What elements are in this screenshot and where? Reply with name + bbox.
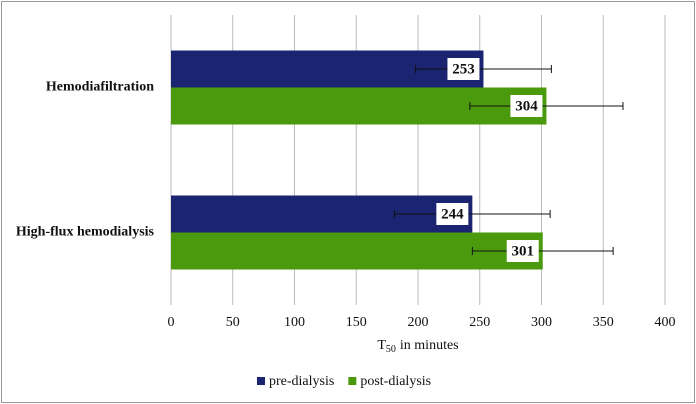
y-tick-label: Hemodiafiltration [46,80,154,95]
value-label-box [506,240,539,262]
y-tick-label: High-flux hemodialysis [16,225,155,240]
x-tick-label: 250 [469,315,490,330]
x-label-sub: 50 [386,344,396,355]
value-label-box [447,58,480,80]
x-tick-label: 100 [284,315,305,330]
x-label-main: T [377,338,386,353]
x-tick-label: 200 [408,315,429,330]
x-tick-label: 50 [226,315,240,330]
value-label: 304 [515,98,538,114]
x-tick-label: 0 [168,315,175,330]
value-label: 301 [511,243,534,259]
x-axis-label: T50 in minutes [377,338,458,355]
value-label: 253 [452,61,475,77]
x-tick-label: 350 [593,315,614,330]
legend-swatch [348,377,357,385]
legend-label: post-dialysis [360,374,431,389]
x-tick-label: 150 [346,315,367,330]
x-label-rest: in minutes [400,338,459,353]
value-label: 244 [441,206,464,222]
legend-swatch [257,377,265,385]
legend-label: pre-dialysis [269,374,334,389]
value-label-box [436,203,469,225]
value-label-box [510,95,543,117]
x-tick-label: 400 [655,315,676,330]
x-tick-label: 300 [531,315,552,330]
